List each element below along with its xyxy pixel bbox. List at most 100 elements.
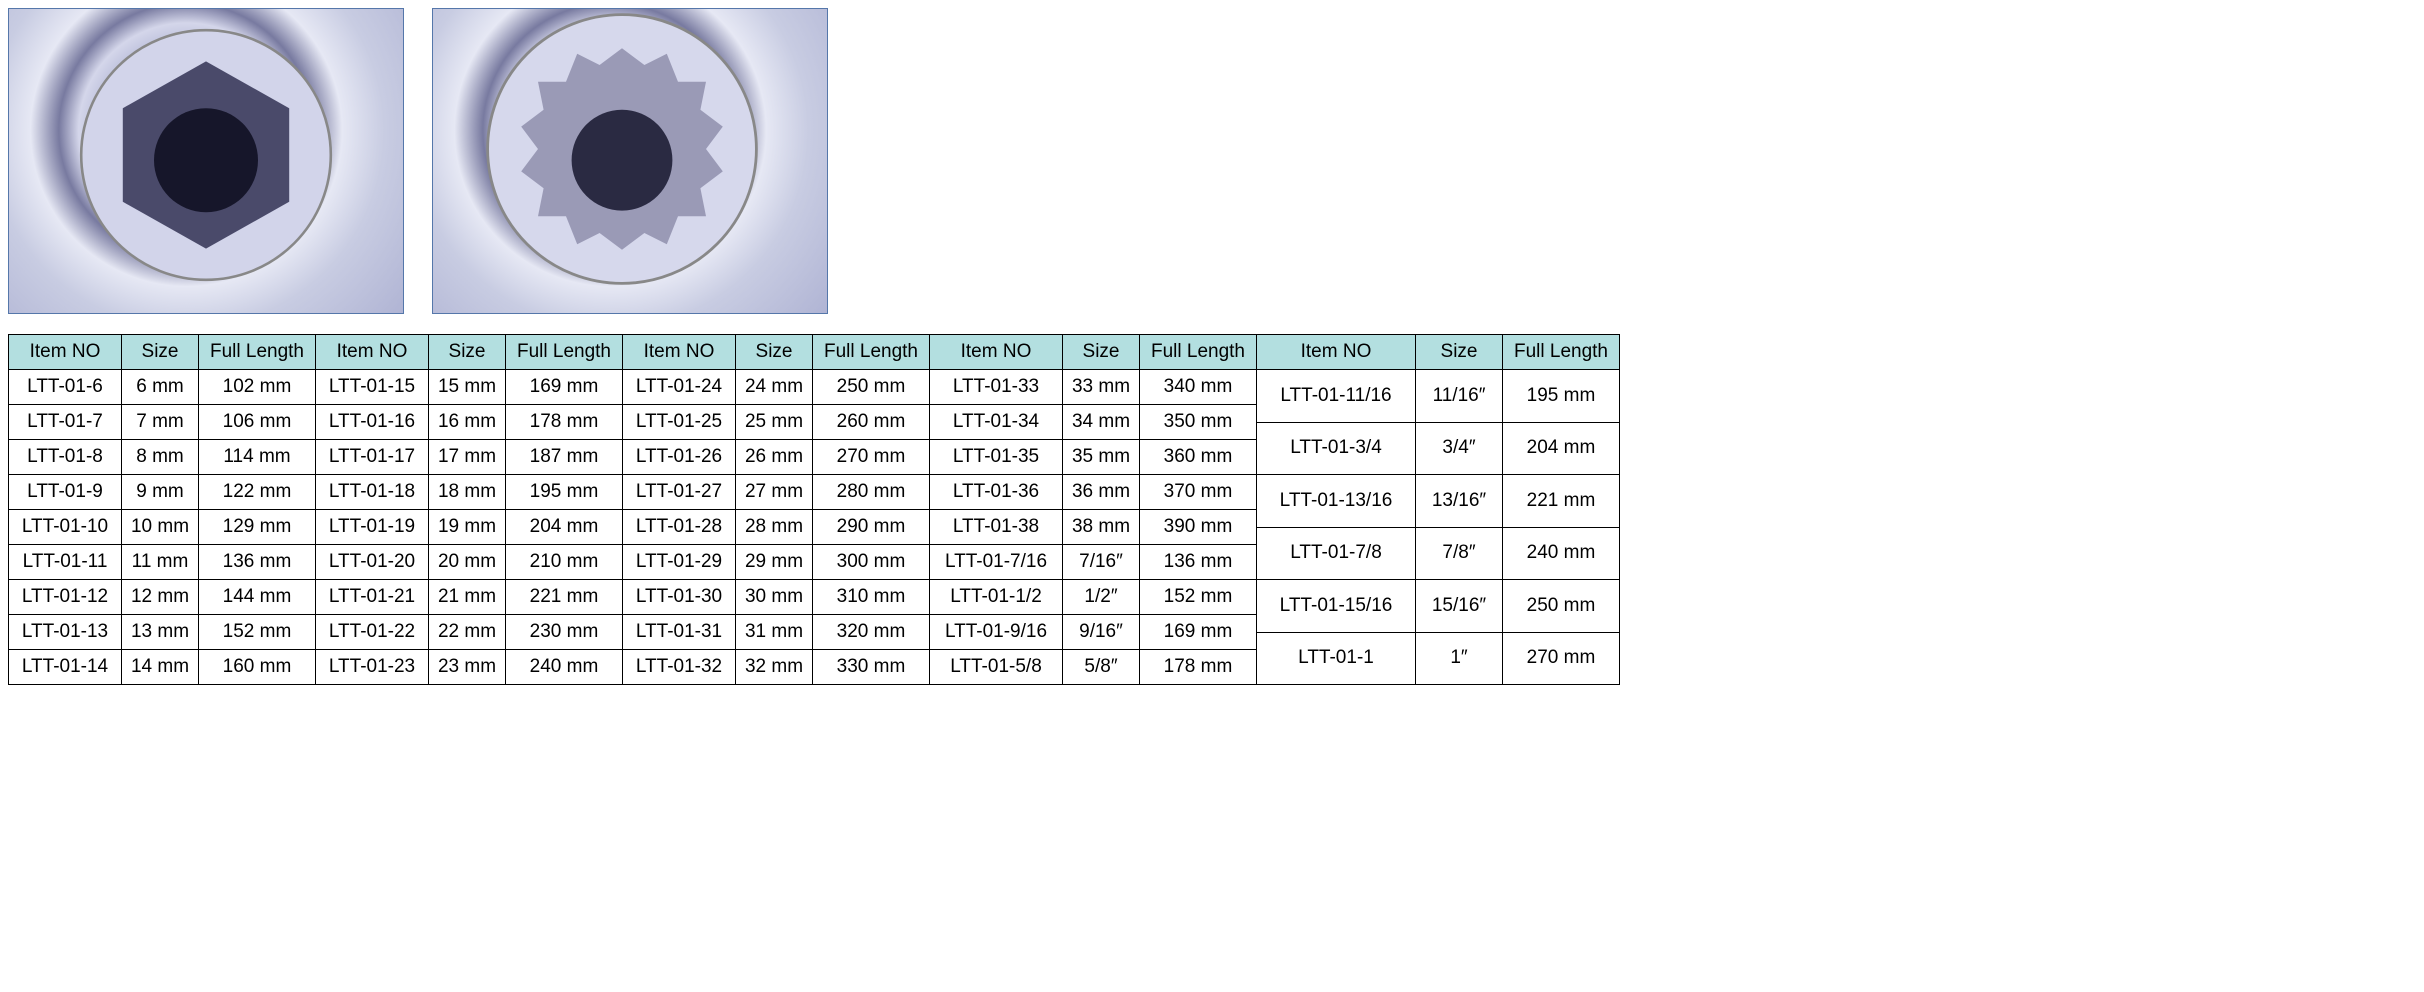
- cell-length: 195 mm: [506, 475, 623, 510]
- cell-item: LTT-01-15: [316, 370, 429, 405]
- twelve-point-socket-photo: [432, 8, 828, 314]
- cell-size: 1/2″: [1063, 580, 1140, 615]
- cell-size: 7/16″: [1063, 545, 1140, 580]
- cell-length: 270 mm: [813, 440, 930, 475]
- cell-length: 390 mm: [1140, 510, 1257, 545]
- cell-size: 18 mm: [429, 475, 506, 510]
- table-row: LTT-01-9/169/16″169 mm: [930, 615, 1257, 650]
- hex-socket-icon: [76, 25, 336, 285]
- cell-item: LTT-01-5/8: [930, 650, 1063, 685]
- cell-size: 13/16″: [1416, 475, 1503, 528]
- col-header-item: Item NO: [1257, 335, 1416, 370]
- cell-length: 300 mm: [813, 545, 930, 580]
- twelve-point-socket-icon: [482, 9, 762, 289]
- cell-item: LTT-01-3/4: [1257, 422, 1416, 475]
- cell-item: LTT-01-13/16: [1257, 475, 1416, 528]
- table-row: LTT-01-3434 mm350 mm: [930, 405, 1257, 440]
- table-row: LTT-01-7/87/8″240 mm: [1257, 527, 1620, 580]
- cell-size: 8 mm: [122, 440, 199, 475]
- table-row: LTT-01-3535 mm360 mm: [930, 440, 1257, 475]
- cell-length: 270 mm: [1503, 632, 1620, 685]
- table-row: LTT-01-2929 mm300 mm: [623, 545, 930, 580]
- table-row: LTT-01-1818 mm195 mm: [316, 475, 623, 510]
- cell-size: 16 mm: [429, 405, 506, 440]
- cell-item: LTT-01-38: [930, 510, 1063, 545]
- cell-item: LTT-01-8: [9, 440, 122, 475]
- cell-length: 160 mm: [199, 650, 316, 685]
- table-row: LTT-01-1/21/2″152 mm: [930, 580, 1257, 615]
- cell-item: LTT-01-31: [623, 615, 736, 650]
- hex-socket-photo: [8, 8, 404, 314]
- cell-length: 102 mm: [199, 370, 316, 405]
- cell-length: 330 mm: [813, 650, 930, 685]
- table-row: LTT-01-2626 mm270 mm: [623, 440, 930, 475]
- cell-length: 136 mm: [199, 545, 316, 580]
- cell-size: 25 mm: [736, 405, 813, 440]
- cell-item: LTT-01-18: [316, 475, 429, 510]
- cell-length: 187 mm: [506, 440, 623, 475]
- col-header-size: Size: [429, 335, 506, 370]
- cell-length: 360 mm: [1140, 440, 1257, 475]
- cell-length: 240 mm: [506, 650, 623, 685]
- cell-item: LTT-01-12: [9, 580, 122, 615]
- cell-size: 19 mm: [429, 510, 506, 545]
- cell-size: 20 mm: [429, 545, 506, 580]
- cell-item: LTT-01-17: [316, 440, 429, 475]
- table-row: LTT-01-3333 mm340 mm: [930, 370, 1257, 405]
- table-row: LTT-01-2828 mm290 mm: [623, 510, 930, 545]
- cell-length: 136 mm: [1140, 545, 1257, 580]
- cell-item: LTT-01-20: [316, 545, 429, 580]
- cell-item: LTT-01-10: [9, 510, 122, 545]
- cell-length: 178 mm: [1140, 650, 1257, 685]
- cell-size: 9/16″: [1063, 615, 1140, 650]
- cell-length: 310 mm: [813, 580, 930, 615]
- cell-item: LTT-01-15/16: [1257, 580, 1416, 633]
- cell-size: 11 mm: [122, 545, 199, 580]
- table-row: LTT-01-1313 mm152 mm: [9, 615, 316, 650]
- col-header-item: Item NO: [9, 335, 122, 370]
- table-row: LTT-01-1616 mm178 mm: [316, 405, 623, 440]
- cell-size: 24 mm: [736, 370, 813, 405]
- cell-length: 230 mm: [506, 615, 623, 650]
- table-row: LTT-01-66 mm102 mm: [9, 370, 316, 405]
- cell-size: 1″: [1416, 632, 1503, 685]
- cell-size: 28 mm: [736, 510, 813, 545]
- cell-item: LTT-01-1: [1257, 632, 1416, 685]
- spec-table-block-1: Item NOSizeFull LengthLTT-01-66 mm102 mm…: [8, 334, 316, 685]
- cell-length: 169 mm: [506, 370, 623, 405]
- cell-size: 9 mm: [122, 475, 199, 510]
- cell-item: LTT-01-1/2: [930, 580, 1063, 615]
- cell-size: 34 mm: [1063, 405, 1140, 440]
- cell-size: 11/16″: [1416, 370, 1503, 423]
- cell-size: 33 mm: [1063, 370, 1140, 405]
- cell-size: 23 mm: [429, 650, 506, 685]
- table-row: LTT-01-88 mm114 mm: [9, 440, 316, 475]
- cell-item: LTT-01-7: [9, 405, 122, 440]
- cell-length: 260 mm: [813, 405, 930, 440]
- cell-item: LTT-01-21: [316, 580, 429, 615]
- cell-size: 10 mm: [122, 510, 199, 545]
- cell-item: LTT-01-35: [930, 440, 1063, 475]
- cell-size: 29 mm: [736, 545, 813, 580]
- spec-table-block-2: Item NOSizeFull LengthLTT-01-1515 mm169 …: [315, 334, 623, 685]
- cell-length: 195 mm: [1503, 370, 1620, 423]
- cell-item: LTT-01-14: [9, 650, 122, 685]
- table-row: LTT-01-1010 mm129 mm: [9, 510, 316, 545]
- cell-item: LTT-01-11: [9, 545, 122, 580]
- cell-length: 204 mm: [506, 510, 623, 545]
- col-header-length: Full Length: [506, 335, 623, 370]
- table-row: LTT-01-3232 mm330 mm: [623, 650, 930, 685]
- table-row: LTT-01-13/1613/16″221 mm: [1257, 475, 1620, 528]
- table-row: LTT-01-1515 mm169 mm: [316, 370, 623, 405]
- table-row: LTT-01-2121 mm221 mm: [316, 580, 623, 615]
- cell-length: 178 mm: [506, 405, 623, 440]
- table-row: LTT-01-2323 mm240 mm: [316, 650, 623, 685]
- cell-size: 30 mm: [736, 580, 813, 615]
- cell-item: LTT-01-23: [316, 650, 429, 685]
- cell-item: LTT-01-9/16: [930, 615, 1063, 650]
- cell-length: 221 mm: [1503, 475, 1620, 528]
- cell-length: 250 mm: [813, 370, 930, 405]
- cell-length: 169 mm: [1140, 615, 1257, 650]
- col-header-size: Size: [122, 335, 199, 370]
- cell-length: 152 mm: [1140, 580, 1257, 615]
